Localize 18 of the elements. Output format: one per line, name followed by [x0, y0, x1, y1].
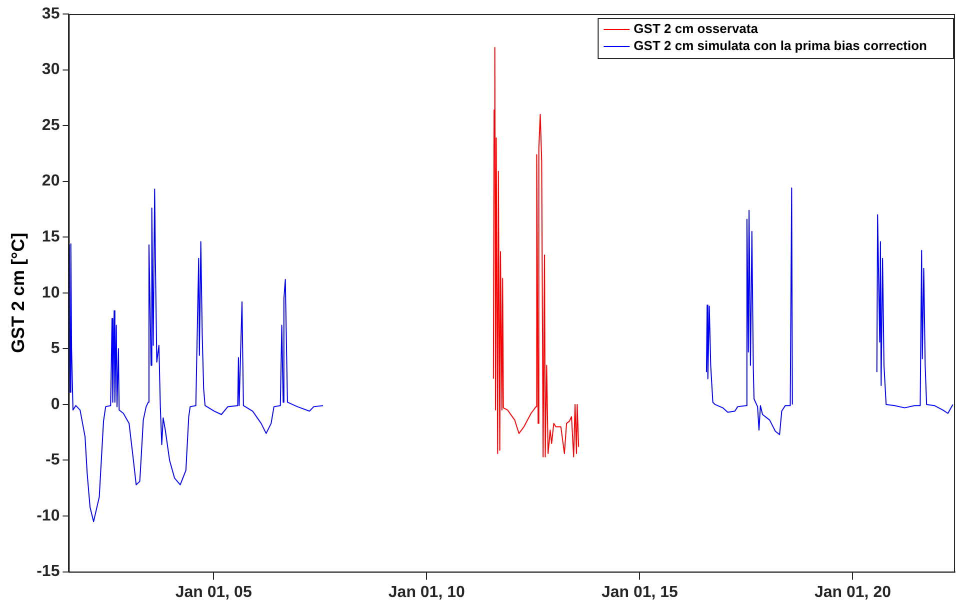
y-tick-label: 0 [50, 396, 60, 413]
y-tick-label: 25 [42, 116, 60, 134]
y-tick-label: -10 [36, 507, 60, 524]
x-tick-label: Jan 01, 20 [814, 584, 892, 601]
y-tick-label: 15 [42, 228, 60, 246]
y-axis-title: GST 2 cm [°C] [8, 232, 28, 354]
y-tick-label: 5 [50, 340, 60, 358]
x-tick-label: Jan 01, 15 [601, 584, 678, 601]
x-tick-label: Jan 01, 05 [175, 584, 252, 601]
y-tick-label: 20 [42, 172, 60, 190]
x-tick-label: Jan 01, 10 [388, 584, 465, 601]
y-tick-label: 10 [42, 284, 60, 302]
legend-label: GST 2 cm simulata con la prima bias correction [634, 38, 928, 54]
y-tick-label: -5 [45, 452, 60, 469]
y-tick-label: 30 [42, 61, 60, 78]
y-tick-label: 35 [42, 5, 60, 22]
y-tick-label: -15 [36, 563, 60, 580]
legend-label: GST 2 cm osservata [634, 21, 759, 36]
